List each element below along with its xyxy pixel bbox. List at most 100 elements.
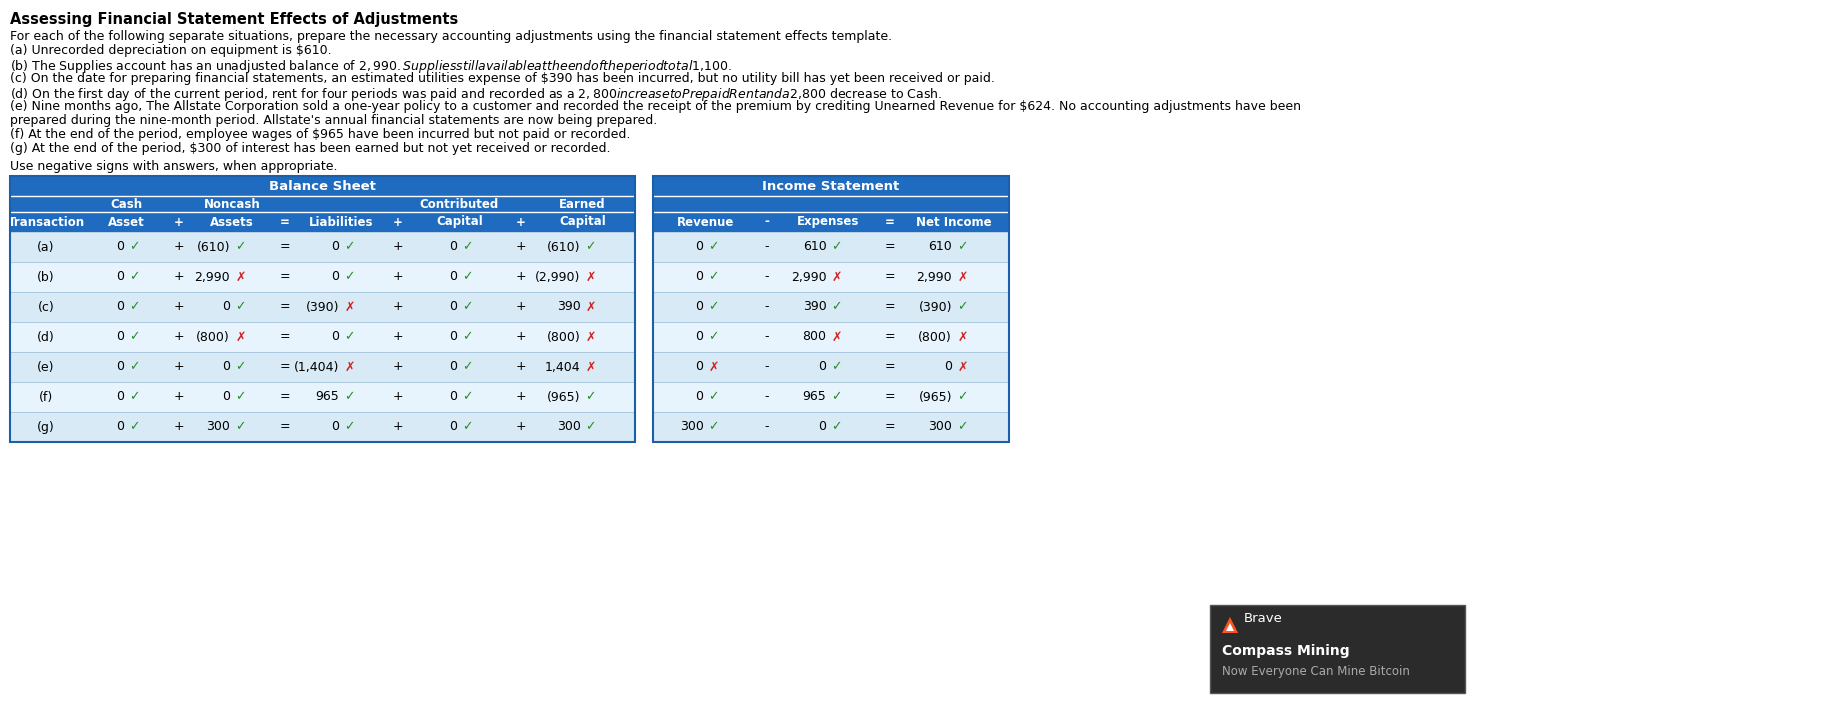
Text: +: +: [392, 271, 403, 284]
Polygon shape: [1222, 617, 1237, 633]
Text: (965): (965): [546, 390, 581, 403]
Text: +: +: [392, 330, 403, 343]
Text: 0: 0: [449, 271, 458, 284]
Text: ✗: ✗: [828, 271, 843, 284]
Text: ✗: ✗: [953, 361, 967, 374]
Text: ✓: ✓: [233, 420, 245, 433]
Text: (e): (e): [37, 361, 55, 374]
Text: 0: 0: [222, 361, 229, 374]
Text: (800): (800): [196, 330, 229, 343]
Text: ✓: ✓: [341, 390, 355, 403]
Text: ✗: ✗: [953, 271, 967, 284]
Text: Assessing Financial Statement Effects of Adjustments: Assessing Financial Statement Effects of…: [9, 12, 458, 27]
Text: 300: 300: [680, 420, 703, 433]
Text: (f): (f): [38, 390, 53, 403]
Text: =: =: [885, 215, 894, 228]
Text: 300: 300: [205, 420, 229, 433]
Text: ✗: ✗: [341, 300, 355, 313]
Text: ✗: ✗: [583, 361, 597, 374]
Text: (f) At the end of the period, employee wages of $965 have been incurred but not : (f) At the end of the period, employee w…: [9, 128, 630, 141]
Text: ✓: ✓: [460, 420, 474, 433]
Text: +: +: [392, 361, 403, 374]
Text: (g) At the end of the period, $300 of interest has been earned but not yet recei: (g) At the end of the period, $300 of in…: [9, 142, 610, 155]
Bar: [652, 382, 1008, 412]
Text: ✓: ✓: [705, 240, 720, 253]
Text: Liabilities: Liabilities: [310, 215, 374, 228]
Bar: [652, 292, 1008, 322]
Text: 800: 800: [802, 330, 826, 343]
Text: ✓: ✓: [126, 240, 141, 253]
Text: +: +: [515, 271, 526, 284]
Text: 0: 0: [694, 300, 703, 313]
Text: (2,990): (2,990): [535, 271, 581, 284]
Text: 2,990: 2,990: [790, 271, 826, 284]
Text: 0: 0: [222, 390, 229, 403]
Text: 610: 610: [927, 240, 951, 253]
Polygon shape: [1226, 623, 1233, 631]
Text: 0: 0: [115, 300, 125, 313]
Bar: [652, 176, 1008, 442]
Text: 0: 0: [449, 330, 458, 343]
Text: =: =: [885, 330, 894, 343]
Bar: [9, 382, 634, 412]
Text: Capital: Capital: [559, 215, 606, 228]
Text: ✓: ✓: [126, 420, 141, 433]
Text: ✓: ✓: [705, 271, 720, 284]
Bar: [9, 352, 634, 382]
Text: (b) The Supplies account has an unadjusted balance of $2,990. Supplies still ava: (b) The Supplies account has an unadjust…: [9, 58, 731, 75]
Text: ✗: ✗: [828, 330, 843, 343]
Text: 0: 0: [115, 361, 125, 374]
Text: =: =: [280, 330, 289, 343]
Text: +: +: [392, 215, 403, 228]
Text: 0: 0: [332, 330, 339, 343]
Text: 0: 0: [115, 390, 125, 403]
Text: +: +: [392, 420, 403, 433]
Text: =: =: [885, 240, 894, 253]
Text: (965): (965): [918, 390, 951, 403]
Text: ✓: ✓: [953, 300, 967, 313]
Text: Balance Sheet: Balance Sheet: [269, 179, 376, 192]
Text: ✓: ✓: [126, 390, 141, 403]
Text: 965: 965: [315, 390, 339, 403]
Text: Contributed: Contributed: [420, 197, 498, 210]
Text: ✓: ✓: [233, 240, 245, 253]
Text: ✓: ✓: [341, 240, 355, 253]
Text: -: -: [764, 240, 769, 253]
Bar: [9, 176, 634, 442]
Bar: [9, 262, 634, 292]
Text: ✓: ✓: [233, 300, 245, 313]
Text: Compass Mining: Compass Mining: [1222, 644, 1348, 658]
Text: ✓: ✓: [460, 271, 474, 284]
Text: 0: 0: [449, 361, 458, 374]
Text: Revenue: Revenue: [676, 215, 735, 228]
Text: =: =: [280, 215, 289, 228]
Bar: [1209, 605, 1464, 693]
Text: ✗: ✗: [705, 361, 720, 374]
Text: 390: 390: [802, 300, 826, 313]
Text: Earned: Earned: [559, 197, 606, 210]
Text: ✓: ✓: [341, 420, 355, 433]
Text: ✓: ✓: [233, 361, 245, 374]
Text: -: -: [764, 330, 769, 343]
Text: +: +: [517, 215, 526, 228]
Text: ✓: ✓: [828, 361, 843, 374]
Text: ✓: ✓: [953, 240, 967, 253]
Text: 390: 390: [557, 300, 581, 313]
Text: Capital: Capital: [436, 215, 482, 228]
Text: ✓: ✓: [828, 420, 843, 433]
Text: ✓: ✓: [828, 390, 843, 403]
Text: -: -: [764, 271, 769, 284]
Text: +: +: [392, 300, 403, 313]
Text: ✓: ✓: [126, 271, 141, 284]
Text: =: =: [280, 361, 289, 374]
Text: +: +: [174, 420, 185, 433]
Text: 0: 0: [115, 330, 125, 343]
Bar: [652, 262, 1008, 292]
Text: (a): (a): [37, 240, 55, 253]
Bar: [652, 322, 1008, 352]
Text: 0: 0: [694, 271, 703, 284]
Text: -: -: [764, 390, 769, 403]
Text: +: +: [174, 361, 185, 374]
Text: =: =: [280, 420, 289, 433]
Bar: [9, 322, 634, 352]
